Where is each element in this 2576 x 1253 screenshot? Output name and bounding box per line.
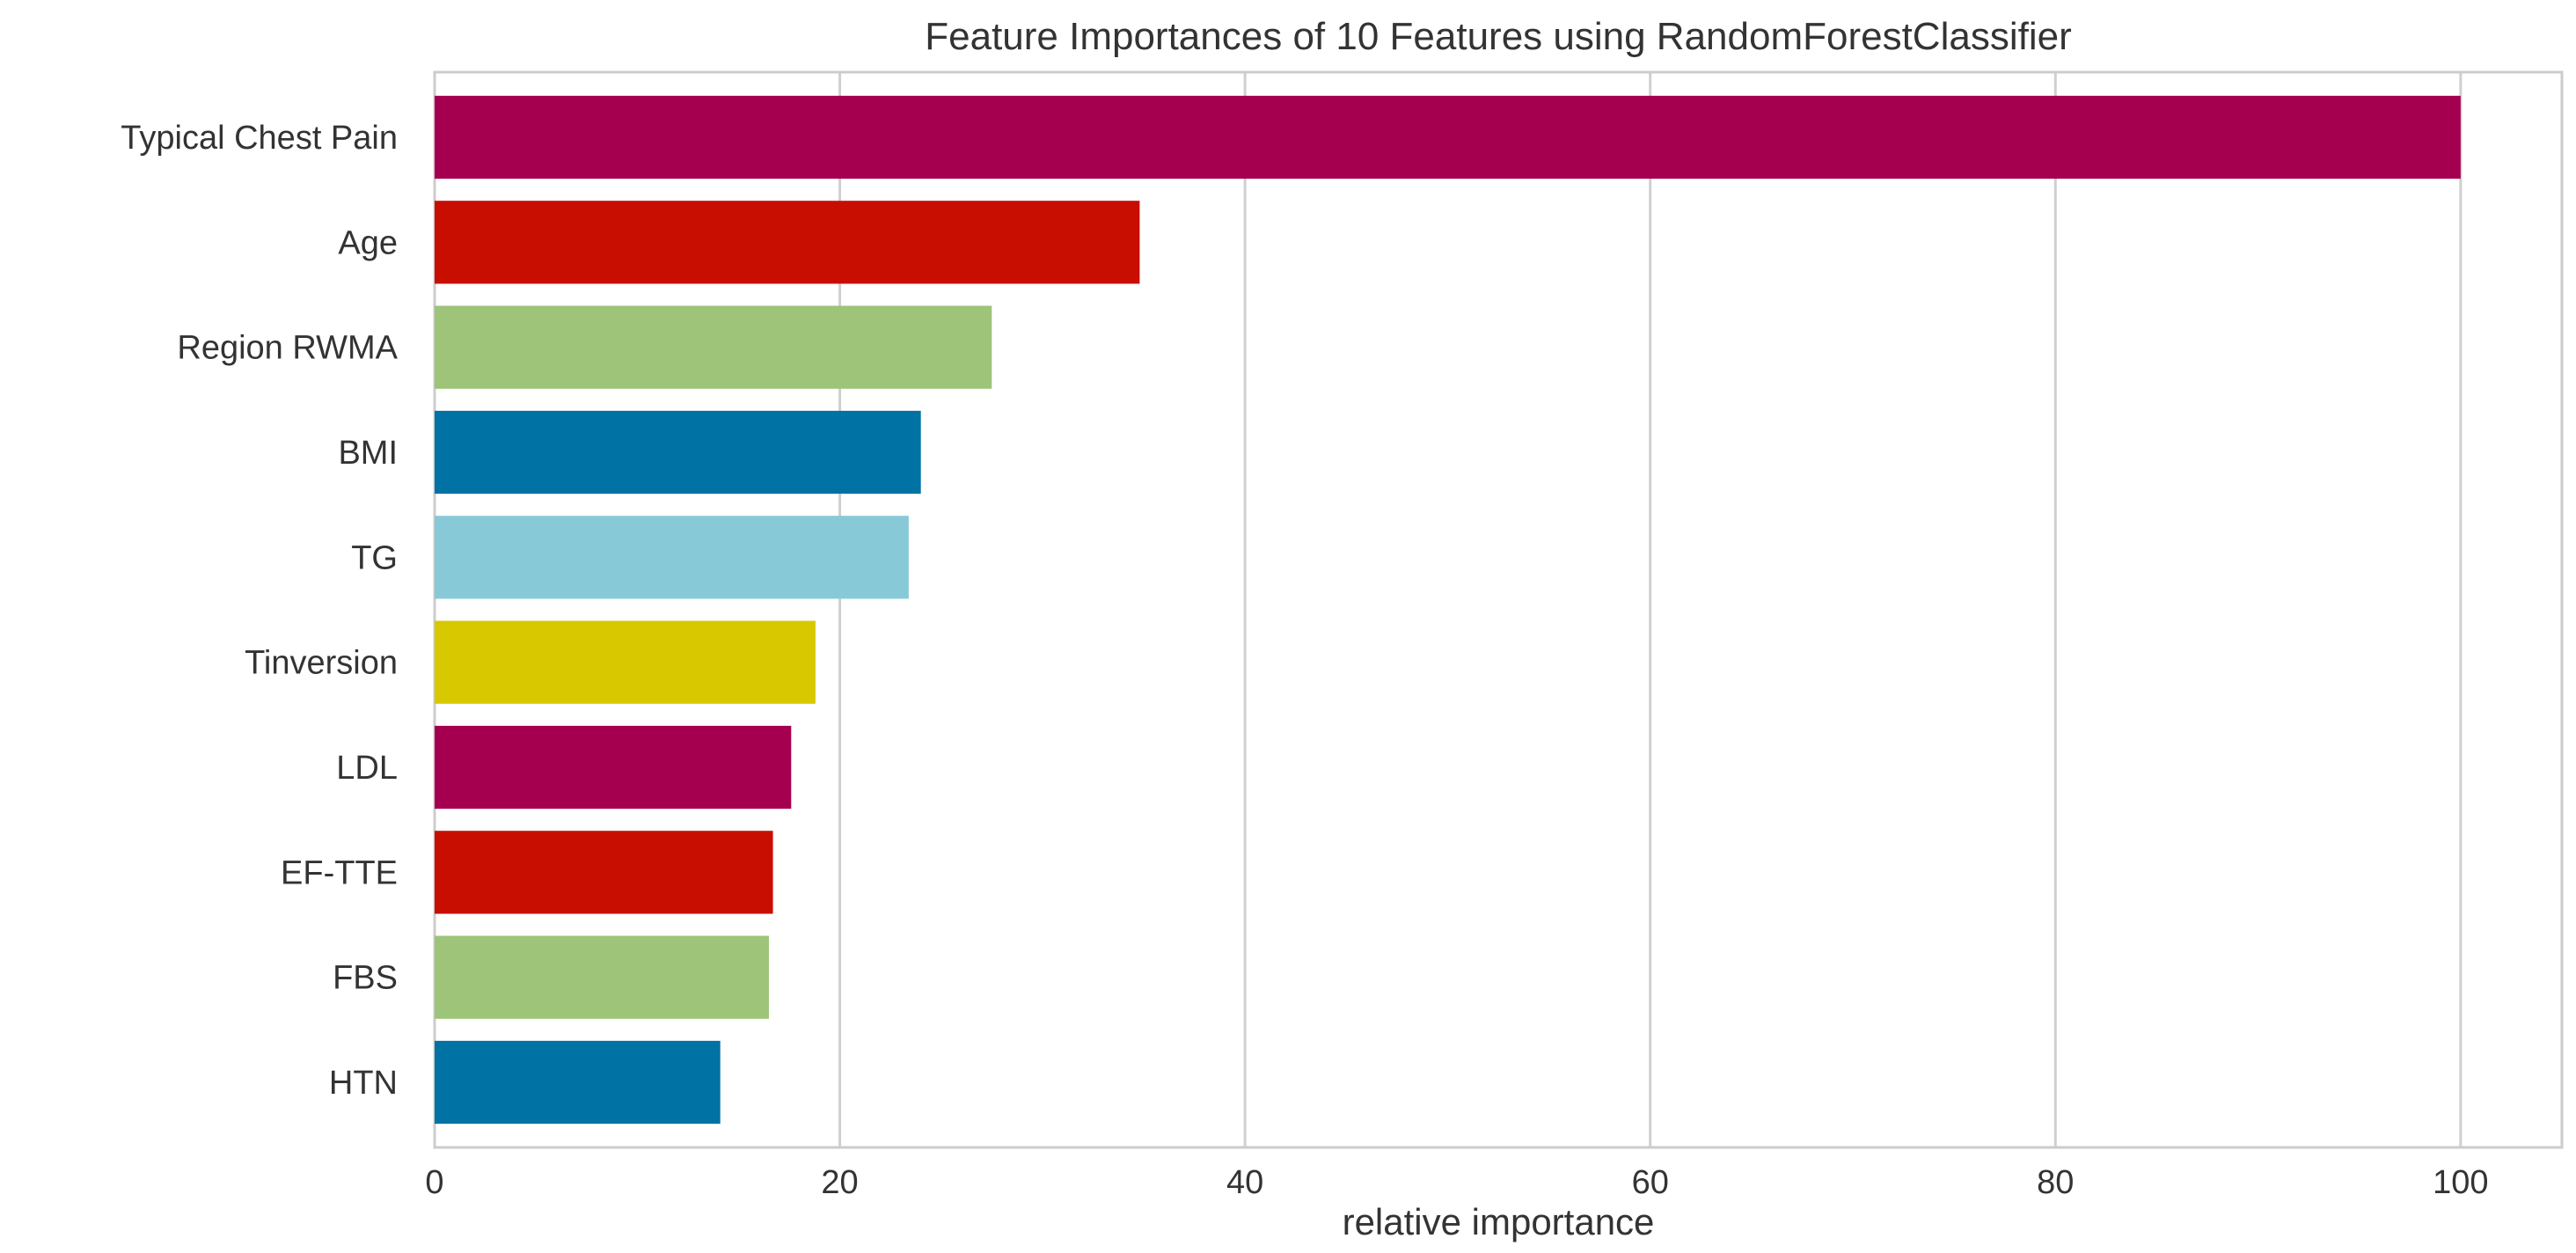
y-tick-label-5: Tinversion	[245, 645, 398, 682]
bar-5	[435, 620, 816, 704]
y-tick-label-3: BMI	[338, 435, 398, 472]
grid-lines	[838, 72, 2463, 1147]
bar-3	[435, 410, 921, 495]
x-tick-label-3: 60	[1632, 1164, 1669, 1201]
plot-frame	[433, 70, 2564, 1149]
y-tick-label-9: HTN	[329, 1065, 398, 1102]
y-tick-label-6: LDL	[336, 750, 398, 787]
chart-title: Feature Importances of 10 Features using…	[925, 15, 2071, 58]
bar-2	[435, 305, 992, 389]
x-tick-label-4: 80	[2037, 1164, 2074, 1201]
x-axis-tick-labels: 0 20 40 60 80 100	[425, 1164, 2488, 1201]
bars	[435, 95, 2461, 1125]
bar-0	[435, 95, 2461, 180]
y-tick-label-1: Age	[338, 224, 398, 261]
y-tick-label-8: FBS	[333, 960, 398, 997]
y-tick-label-0: Typical Chest Pain	[121, 120, 398, 157]
bar-9	[435, 1040, 721, 1125]
x-tick-label-1: 20	[821, 1164, 858, 1201]
y-axis-tick-labels: Typical Chest Pain Age Region RWMA BMI TG Tin…	[121, 120, 398, 1102]
y-tick-label-2: Region RWMA	[177, 330, 398, 367]
x-tick-label-2: 40	[1226, 1164, 1263, 1201]
x-tick-label-0: 0	[425, 1164, 443, 1201]
bar-7	[435, 831, 773, 914]
y-tick-label-7: EF-TTE	[281, 854, 398, 891]
plot-border	[433, 70, 2564, 1149]
x-tick-label-5: 100	[2433, 1164, 2488, 1201]
y-tick-label-4: TG	[351, 539, 398, 576]
bar-6	[435, 725, 792, 810]
bar-4	[435, 516, 909, 599]
x-axis-label: relative importance	[1343, 1201, 1655, 1242]
bar-8	[435, 935, 769, 1019]
bar-1	[435, 201, 1140, 284]
